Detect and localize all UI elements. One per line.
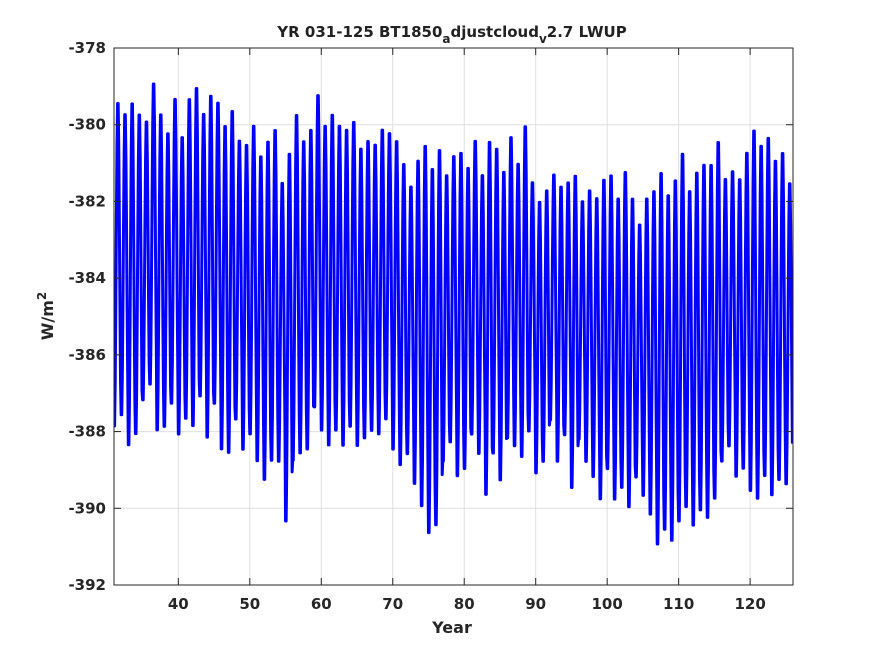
y-tick-label: -382 [68,192,106,210]
x-tick-label: 100 [592,595,623,613]
axes-frame [113,47,794,586]
x-tick-label: 60 [311,595,332,613]
x-tick-label: 110 [663,595,694,613]
tick-marks [114,47,793,586]
chart-title: YR 031-125 BT1850adjustcloudv2.7 LWUP [276,23,626,46]
series-layer [114,82,793,546]
x-tick-label: 40 [168,595,189,613]
y-tick-label: -390 [68,499,106,517]
y-axis-label: W/m2 [35,292,57,341]
series-line-0 [114,82,793,546]
x-tick-label: 80 [454,595,475,613]
y-tick-label: -380 [68,116,106,134]
x-tick-label: 70 [382,595,403,613]
x-tick-label: 90 [525,595,546,613]
y-tick-label: -392 [68,576,106,594]
y-tick-label: -386 [68,346,106,364]
tick-labels: 40 50 60 70 80 90 100 110 120 -392 -390 -388 -386 -38… [68,39,765,613]
y-tick-label: -388 [68,423,106,441]
y-tick-label: -384 [68,269,106,287]
x-tick-label: 120 [734,595,765,613]
x-tick-label: 50 [239,595,260,613]
y-tick-label: -378 [68,39,106,57]
x-axis-label: Year [431,618,472,637]
